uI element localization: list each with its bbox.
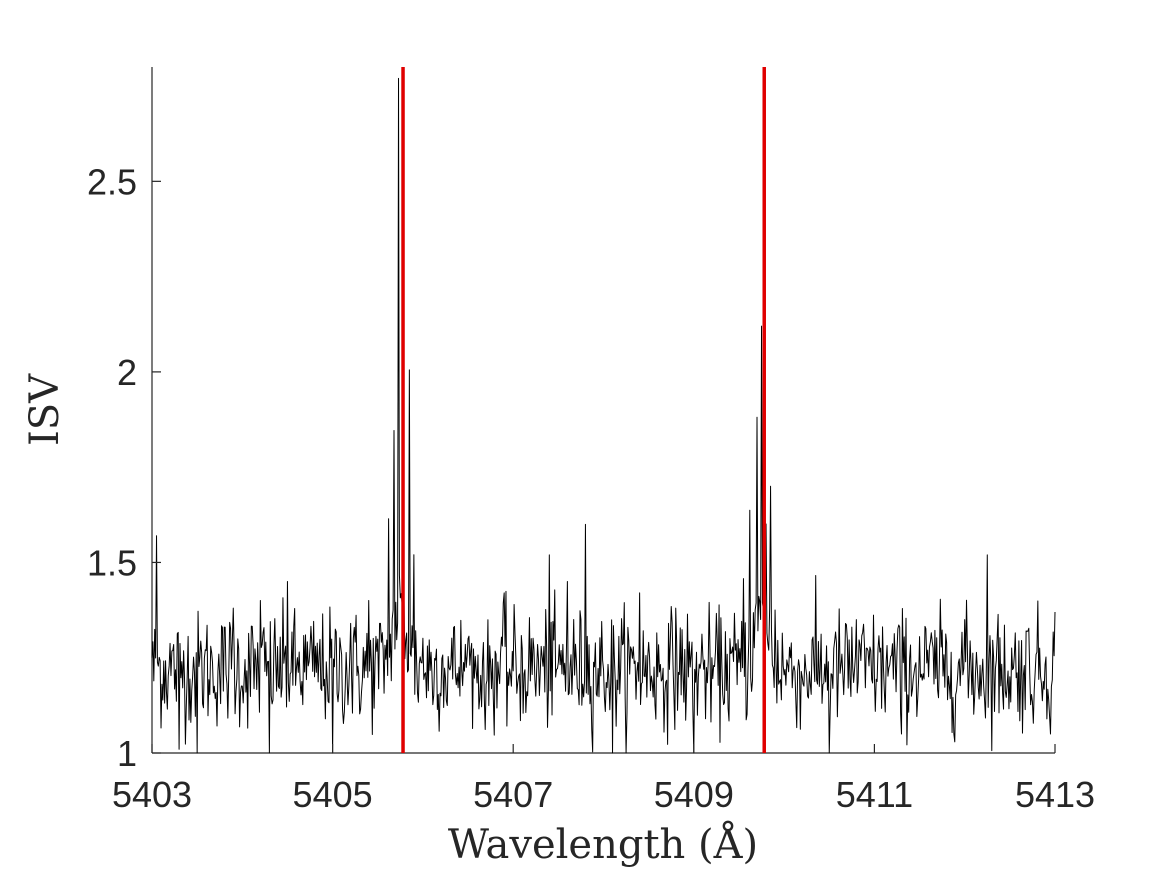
y-tick-label: 1 xyxy=(117,733,137,774)
y-tick-label: 2.5 xyxy=(87,161,137,202)
x-tick-label: 5413 xyxy=(1015,774,1095,815)
y-axis-label: ISV xyxy=(22,373,68,446)
x-tick-label: 5409 xyxy=(654,774,734,815)
x-tick-label: 5405 xyxy=(293,774,373,815)
x-tick-label: 5411 xyxy=(836,774,913,815)
y-tick-label: 2 xyxy=(117,352,137,393)
y-tick-label: 1.5 xyxy=(87,542,137,583)
x-tick-label: 5407 xyxy=(473,774,553,815)
x-axis-ticks: 5403 5405 5407 5409 5411 5413 xyxy=(112,744,1095,815)
isv-series-line xyxy=(151,77,1056,754)
plot-area xyxy=(151,67,1056,754)
x-tick-label: 5403 xyxy=(112,774,192,815)
x-axis-label: Wavelength (Å) xyxy=(448,821,758,868)
y-axis-ticks: 1 1.5 2 2.5 xyxy=(87,161,161,774)
